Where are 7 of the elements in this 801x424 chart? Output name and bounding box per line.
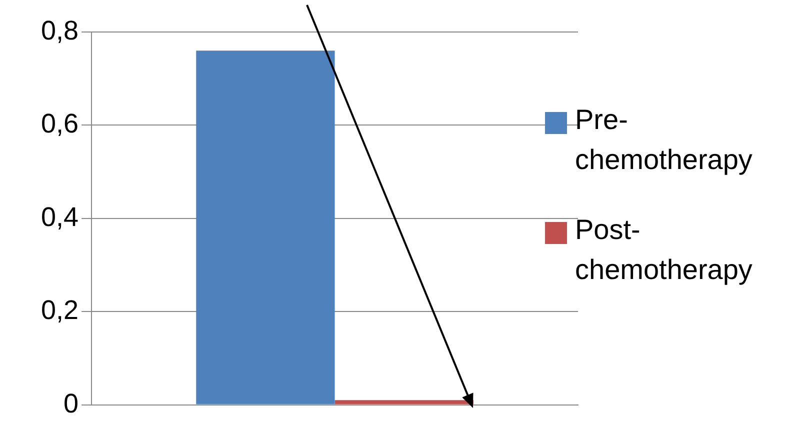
y-tick-label: 0,4 xyxy=(40,202,79,232)
y-tick-label: 0,6 xyxy=(40,108,79,139)
y-tick-label: 0 xyxy=(64,388,79,418)
y-tick-label: 0,2 xyxy=(40,295,79,326)
y-tick-label: 0,8 xyxy=(40,15,79,46)
legend-label: Pre-chemotherapy xyxy=(575,103,754,177)
legend-label: Post-chemotherapy xyxy=(575,213,754,287)
